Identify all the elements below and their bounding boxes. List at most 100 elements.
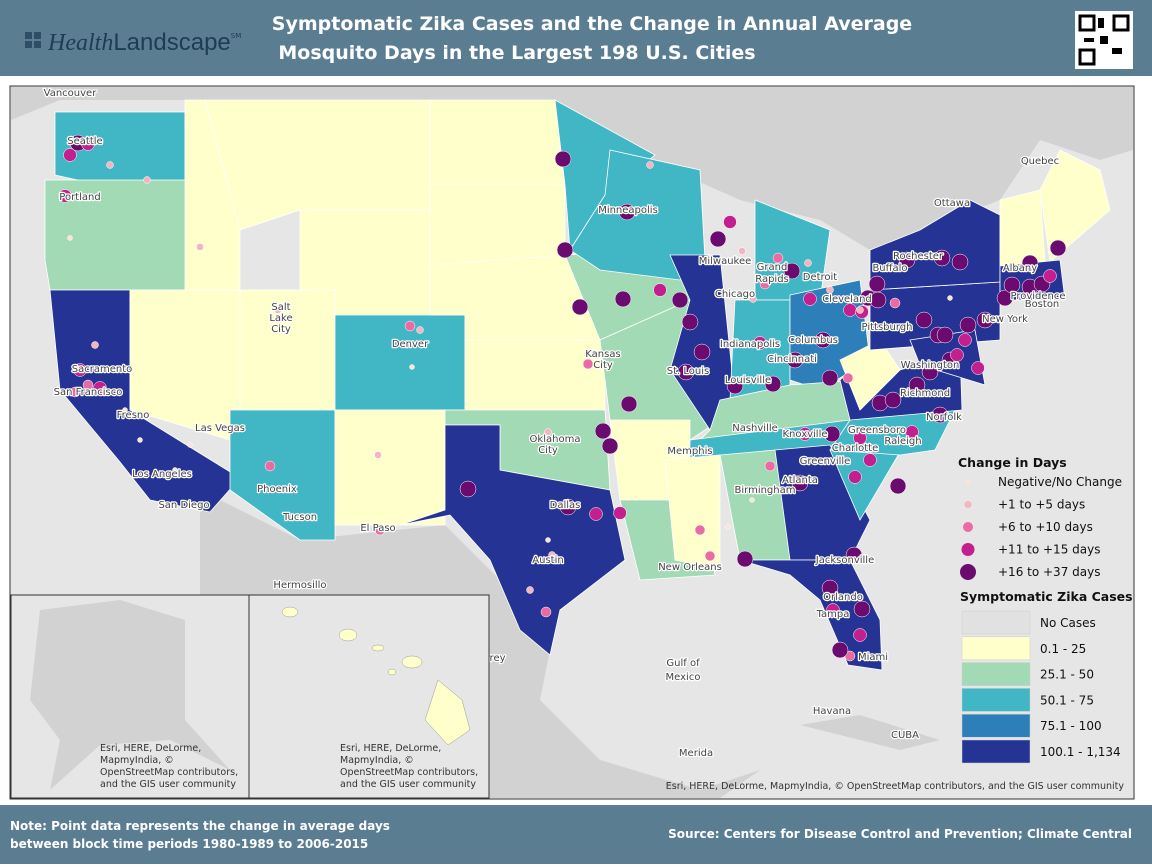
place-label: Birmingham bbox=[735, 485, 796, 496]
city-dot bbox=[589, 507, 603, 521]
city-dot bbox=[554, 150, 572, 168]
city-dot bbox=[196, 243, 204, 251]
city-dot bbox=[853, 628, 867, 642]
legend-label: +16 to +37 days bbox=[998, 565, 1100, 579]
city-dot bbox=[915, 311, 933, 329]
inset-attribution: OpenStreetMap contributors, bbox=[100, 767, 238, 778]
state bbox=[464, 339, 606, 411]
legend-label: +1 to +5 days bbox=[998, 498, 1085, 512]
place-label: City bbox=[538, 445, 558, 456]
attribution: Esri, HERE, DeLorme, MapmyIndia, © OpenS… bbox=[666, 781, 1125, 792]
city-dot bbox=[122, 407, 128, 413]
cuba bbox=[800, 715, 940, 750]
place-label: Ottawa bbox=[934, 198, 970, 209]
city-dot bbox=[187, 442, 193, 448]
legend-swatch bbox=[961, 713, 1031, 738]
city-dot bbox=[106, 161, 114, 169]
legend-label: 25.1 - 50 bbox=[1040, 668, 1094, 682]
place-label: Charlotte bbox=[832, 443, 878, 454]
city-dot bbox=[921, 363, 939, 381]
legend-swatch bbox=[961, 739, 1031, 764]
legend-label: +11 to +15 days bbox=[998, 543, 1100, 557]
city-dot bbox=[374, 451, 382, 459]
place-label: Havana bbox=[813, 706, 851, 717]
place-label: Greensboro bbox=[848, 425, 906, 436]
place-label: Hermosillo bbox=[273, 580, 326, 591]
city-dot bbox=[725, 524, 731, 530]
city-dot bbox=[803, 292, 817, 306]
place-label: Columbus bbox=[788, 335, 838, 346]
place-label: St. Louis bbox=[667, 366, 709, 377]
legend-label: 50.1 - 75 bbox=[1040, 693, 1094, 707]
city-dot bbox=[293, 513, 301, 521]
place-label: Dallas bbox=[550, 500, 581, 511]
legend-dot bbox=[963, 522, 973, 532]
place-label: Portland bbox=[59, 192, 100, 203]
city-dot bbox=[723, 215, 737, 229]
legend-label: 0.1 - 25 bbox=[1040, 642, 1086, 656]
city-dot bbox=[905, 425, 919, 439]
city-dot bbox=[749, 497, 755, 503]
legend-title: Change in Days bbox=[958, 455, 1067, 470]
legend-label: Negative/No Change bbox=[998, 475, 1122, 489]
place-label: Lake bbox=[269, 313, 292, 324]
city-dot bbox=[947, 295, 953, 301]
city-dot bbox=[889, 297, 901, 309]
place-label: Knoxville bbox=[782, 429, 827, 440]
inset-attribution: and the GIS user community bbox=[340, 779, 476, 790]
state bbox=[839, 339, 901, 411]
place-label: Chicago bbox=[715, 289, 755, 300]
city-dot bbox=[951, 253, 969, 271]
city-dot bbox=[898, 251, 916, 269]
city-dot bbox=[671, 291, 689, 309]
place-label: Mexico bbox=[666, 672, 701, 683]
city-dot bbox=[548, 551, 556, 559]
legend-dot bbox=[964, 501, 972, 508]
title: Symptomatic Zika Cases and the Change in… bbox=[272, 13, 912, 35]
city-dot bbox=[614, 290, 632, 308]
legend-swatch bbox=[961, 662, 1031, 686]
city-dot bbox=[601, 437, 619, 455]
city-dot bbox=[694, 524, 706, 536]
city-dot bbox=[274, 306, 282, 314]
place-label: Quebec bbox=[1021, 156, 1059, 167]
city-dot bbox=[826, 603, 840, 617]
city-dot bbox=[374, 524, 386, 536]
city-dot bbox=[613, 506, 627, 520]
city-dot bbox=[936, 326, 954, 344]
city-dot bbox=[791, 474, 809, 492]
city-dot bbox=[804, 259, 812, 267]
city-dot bbox=[264, 460, 276, 472]
city-dot bbox=[826, 286, 834, 294]
city-dot bbox=[594, 422, 612, 440]
map: Vancouver Seattle Portland Sacramento San Fr… bbox=[11, 87, 1133, 798]
legend-label: +6 to +10 days bbox=[998, 520, 1093, 534]
city-dot bbox=[971, 361, 985, 375]
city-dot bbox=[908, 376, 926, 394]
city-dot bbox=[544, 428, 552, 436]
city-dot bbox=[709, 230, 727, 248]
state bbox=[739, 559, 883, 671]
city-dot bbox=[91, 341, 99, 349]
place-label: Orlando bbox=[823, 592, 863, 603]
footer-band bbox=[0, 805, 1152, 864]
place-label: Jacksonville bbox=[815, 555, 874, 566]
city-dot bbox=[67, 235, 73, 241]
place-label: Norfolk bbox=[926, 412, 962, 423]
place-label: Phoenix bbox=[257, 484, 297, 495]
city-dot bbox=[976, 311, 994, 329]
city-dot bbox=[831, 641, 849, 659]
city-dot bbox=[582, 358, 594, 370]
city-dot bbox=[172, 467, 178, 473]
legend-dot bbox=[960, 564, 976, 580]
place-label: CUBA bbox=[891, 730, 919, 741]
inset-attribution: MapmyIndia, © bbox=[340, 755, 414, 766]
inset-attribution: OpenStreetMap contributors, bbox=[340, 767, 478, 778]
city-dot bbox=[404, 320, 416, 332]
city-dot bbox=[459, 480, 477, 498]
place-label: Indianapolis bbox=[720, 339, 780, 350]
city-dot bbox=[996, 289, 1014, 307]
logo-text: HealthLandscapeSM bbox=[47, 29, 241, 56]
city-dot bbox=[526, 586, 534, 594]
